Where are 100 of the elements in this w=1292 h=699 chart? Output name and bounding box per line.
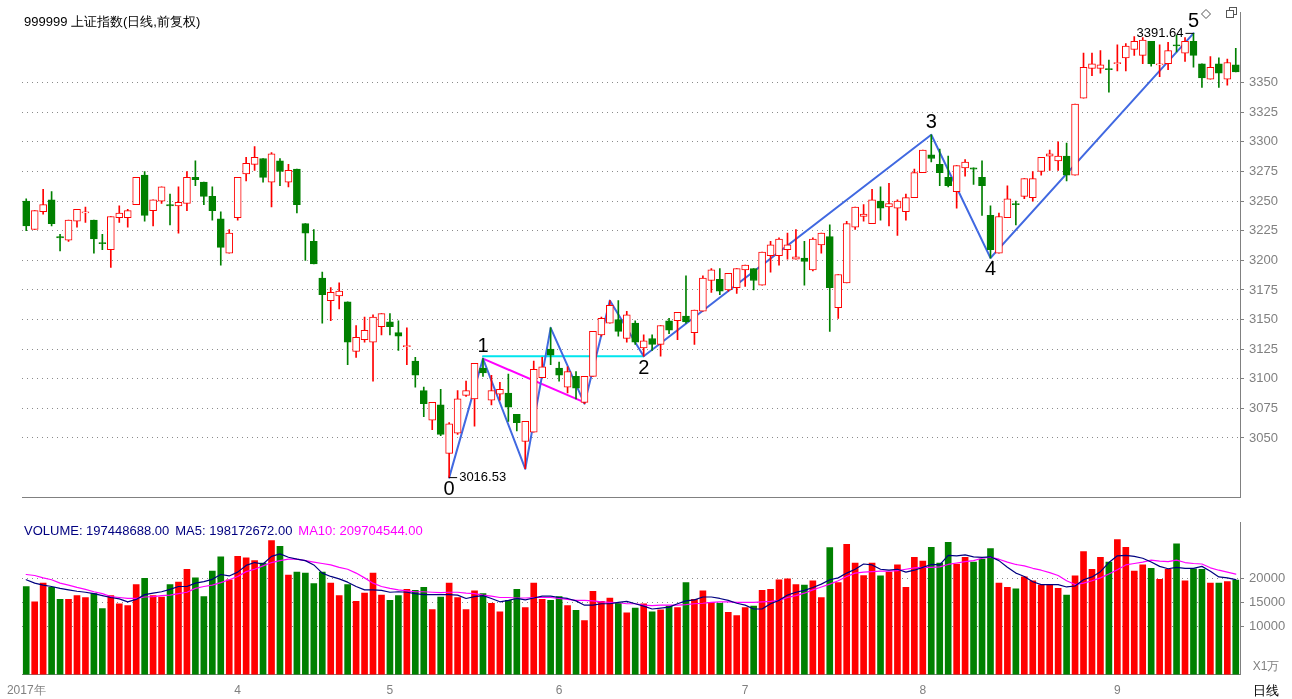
bar xyxy=(987,548,994,675)
x-tick-label: 5 xyxy=(386,683,394,698)
y-tick-label: 3225 xyxy=(1249,222,1278,238)
annotation: 5 xyxy=(1187,8,1200,31)
bar xyxy=(1207,582,1214,675)
bar xyxy=(158,596,165,675)
bar xyxy=(73,595,81,675)
x-axis-title: 日线 xyxy=(1253,683,1279,699)
annotation: MA5: 198172672.00 xyxy=(175,522,293,538)
bar xyxy=(801,584,808,675)
bar xyxy=(335,595,343,675)
candlestick xyxy=(935,148,944,187)
candlestick xyxy=(682,275,690,324)
bar xyxy=(82,597,89,675)
bar xyxy=(327,582,335,675)
chart-title: 999999 上证指数(日线,前复权) xyxy=(24,13,201,29)
y-tick-label: 3300 xyxy=(1249,133,1278,149)
y-tick-label: 3075 xyxy=(1249,399,1278,415)
y-tick-label: 3150 xyxy=(1249,311,1278,327)
bar xyxy=(378,594,385,675)
y-tick-label: 3050 xyxy=(1249,429,1278,445)
bar xyxy=(826,547,834,675)
x-tick-label: 6 xyxy=(555,683,563,698)
x-tick-label: 7 xyxy=(741,683,749,698)
bar xyxy=(564,605,571,675)
bar xyxy=(1181,580,1189,675)
bar xyxy=(547,600,554,675)
annotation: MA10: 209704544.00 xyxy=(298,522,423,538)
bar xyxy=(598,601,605,675)
bar xyxy=(1080,551,1087,675)
bar xyxy=(640,603,648,675)
bar xyxy=(437,596,445,675)
bar xyxy=(894,564,901,675)
candlestick xyxy=(403,327,411,365)
y-tick-label: 3350 xyxy=(1249,74,1278,90)
bar xyxy=(784,578,791,675)
bar xyxy=(1147,567,1155,675)
data-label: 3391.64 xyxy=(1136,24,1184,40)
bar xyxy=(200,596,208,675)
bar xyxy=(1173,543,1180,675)
candlestick xyxy=(792,229,800,260)
candlestick xyxy=(885,183,893,227)
bar xyxy=(944,542,952,675)
y-axis-title: X1万 xyxy=(1252,658,1280,673)
annotation: 4 xyxy=(984,257,997,280)
x-tick-label: 8 xyxy=(919,683,927,698)
bar xyxy=(141,578,148,675)
bar xyxy=(817,597,825,675)
annotation: 2 xyxy=(638,355,650,378)
candlestick xyxy=(978,160,986,216)
bar xyxy=(750,605,757,675)
y-tick-label: 10000 xyxy=(1249,618,1286,634)
bar xyxy=(395,595,402,675)
y-tick-label: 3200 xyxy=(1249,251,1278,267)
candlestick xyxy=(386,313,394,336)
bar xyxy=(471,590,478,675)
y-tick-label: 3125 xyxy=(1249,340,1278,356)
x-tick-label: 4 xyxy=(234,683,242,698)
annotation: 0 xyxy=(443,477,455,500)
bar xyxy=(31,601,39,675)
bar xyxy=(581,620,588,675)
bar xyxy=(1232,579,1240,675)
bar xyxy=(488,602,495,675)
bar xyxy=(970,561,977,675)
candlestick xyxy=(1054,141,1062,171)
bar xyxy=(741,607,749,675)
bar xyxy=(107,595,115,675)
y-tick-label: 15000 xyxy=(1249,594,1286,610)
bar xyxy=(192,577,199,675)
bar xyxy=(268,540,275,675)
bar xyxy=(708,601,715,675)
bar xyxy=(428,609,436,675)
bar xyxy=(22,586,30,675)
annotation: 3 xyxy=(925,110,937,133)
bar xyxy=(132,584,140,675)
bar xyxy=(48,587,55,675)
bar xyxy=(674,607,681,675)
bar xyxy=(175,581,182,675)
candlestick xyxy=(1045,149,1054,171)
bar xyxy=(318,571,326,675)
y-tick-label: 3100 xyxy=(1249,370,1278,386)
bar xyxy=(860,575,867,675)
y-tick-label: 3275 xyxy=(1249,163,1278,179)
bar xyxy=(344,584,351,675)
bar xyxy=(361,592,368,675)
bar xyxy=(251,560,258,675)
bar xyxy=(953,563,960,675)
candlestick xyxy=(56,233,64,252)
x-tick-label: 9 xyxy=(1114,683,1122,698)
bar xyxy=(99,608,106,675)
bar xyxy=(657,609,664,675)
annotation: 1 xyxy=(477,334,489,357)
bar xyxy=(691,599,698,675)
x-tick-label: 2017年 xyxy=(6,683,46,698)
data-label: 3016.53 xyxy=(459,469,507,485)
bar xyxy=(631,607,639,675)
candlestick xyxy=(741,264,750,287)
candlestick xyxy=(927,134,936,163)
bar xyxy=(902,587,910,675)
y-tick-label: 3250 xyxy=(1249,192,1278,208)
